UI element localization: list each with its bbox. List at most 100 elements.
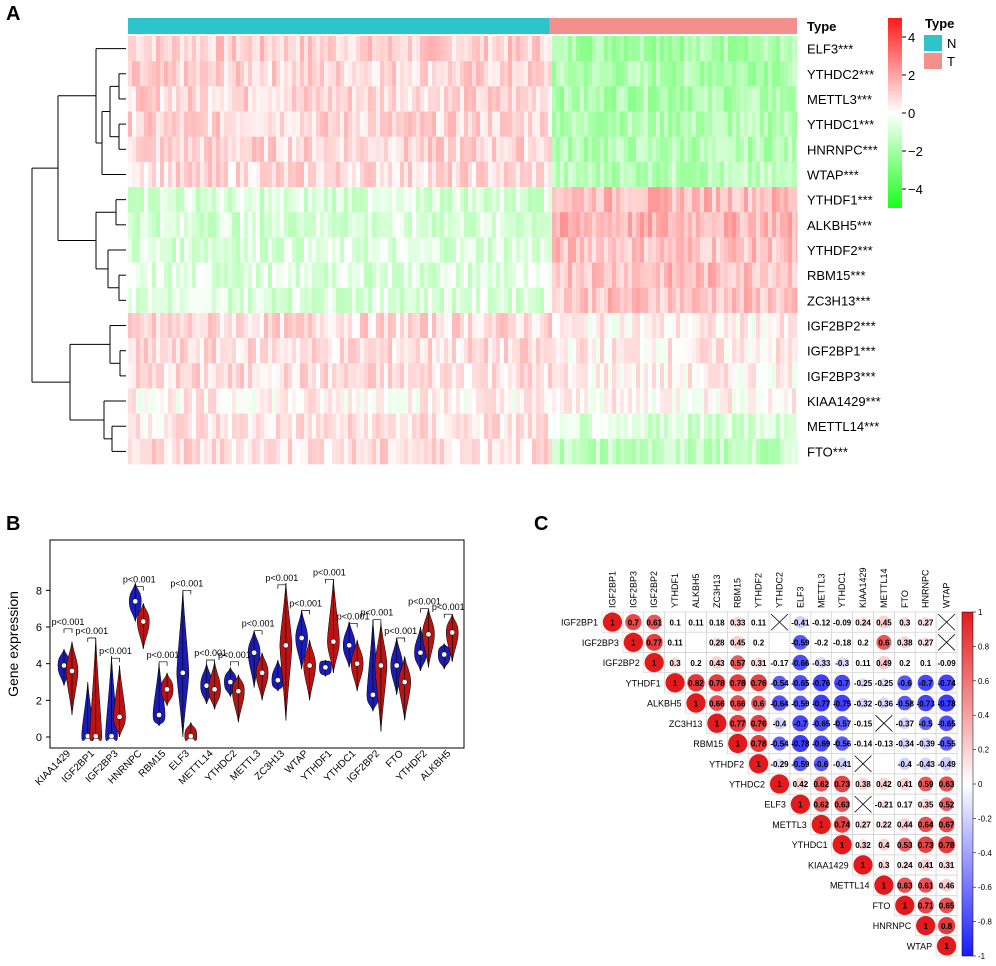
correlation-circle <box>836 657 848 668</box>
heatmap-cell <box>500 136 505 163</box>
heatmap-cell <box>360 61 365 87</box>
correlation-row-label: ZC3H13 <box>669 719 703 729</box>
heatmap-cell <box>344 363 349 389</box>
heatmap-cell <box>376 363 381 389</box>
heatmap-cell <box>788 287 793 314</box>
correlation-circle <box>644 652 664 673</box>
heatmap-cell <box>656 86 661 112</box>
heatmap-cell <box>164 86 169 112</box>
heatmap-cell <box>760 413 765 440</box>
heatmap-cell <box>432 61 437 87</box>
violin-y-axis-title: Gene expression <box>5 591 21 697</box>
heatmap-cell <box>420 287 425 314</box>
heatmap-cell <box>324 312 329 339</box>
heatmap-cell <box>560 212 565 238</box>
heatmap-cell <box>372 61 377 87</box>
heatmap-cell <box>652 36 657 62</box>
heatmap-cell <box>380 338 385 364</box>
heatmap-cell <box>476 237 481 263</box>
heatmap-cell <box>256 212 261 238</box>
heatmap-cell <box>364 363 369 389</box>
heatmap-cell <box>700 136 705 163</box>
heatmap-cell <box>264 111 269 138</box>
heatmap-cell <box>548 262 553 289</box>
heatmap-cell <box>308 111 313 138</box>
heatmap-cell <box>312 237 317 263</box>
heatmap-cell <box>656 338 661 364</box>
heatmap-cell <box>272 161 277 188</box>
correlation-grid <box>601 611 958 957</box>
heatmap-cell <box>644 161 649 188</box>
heatmap-cell <box>748 36 753 62</box>
heatmap-cell <box>180 338 185 364</box>
correlation-circle <box>750 674 768 692</box>
heatmap-cell <box>716 61 721 87</box>
heatmap-cell <box>216 262 221 289</box>
heatmap-cell <box>228 86 233 112</box>
heatmap-cell <box>352 438 357 465</box>
heatmap-cell <box>152 61 157 87</box>
correlation-circle <box>811 814 831 835</box>
heatmap-cell <box>692 438 697 465</box>
heatmap-cell <box>376 388 381 414</box>
heatmap-cell <box>164 136 169 163</box>
heatmap-cell <box>308 187 313 213</box>
heatmap-cell <box>340 287 345 314</box>
heatmap-cell <box>168 212 173 238</box>
heatmap-cell <box>572 388 577 414</box>
correlation-value-label: 0.46 <box>939 881 955 890</box>
heatmap-cell <box>644 312 649 339</box>
heatmap-cell <box>548 136 553 163</box>
heatmap-cell <box>736 61 741 87</box>
correlation-value-label: 1 <box>861 861 866 870</box>
heatmap-cell <box>696 187 701 213</box>
heatmap-cell <box>428 413 433 440</box>
correlation-value-label: -0.15 <box>854 719 873 728</box>
heatmap-cell <box>668 312 673 339</box>
heatmap-cell <box>356 338 361 364</box>
heatmap-cell <box>584 388 589 414</box>
heatmap-cell <box>648 438 653 465</box>
heatmap-cell <box>500 262 505 289</box>
heatmap-cell <box>648 111 653 138</box>
heatmap-cell <box>504 136 509 163</box>
heatmap-cell <box>628 136 633 163</box>
heatmap-cell <box>328 312 333 339</box>
heatmap-cell <box>444 212 449 238</box>
heatmap-cell <box>488 287 493 314</box>
heatmap-cell <box>728 61 733 87</box>
pvalue-label: p<0.001 <box>218 650 251 660</box>
correlation-value-label: 0.3 <box>670 659 682 668</box>
heatmap-cell <box>432 161 437 188</box>
heatmap-cell <box>140 388 145 414</box>
heatmap-cell <box>548 161 553 188</box>
heatmap-cell <box>760 61 765 87</box>
heatmap-cell <box>156 36 161 62</box>
heatmap-cell <box>436 237 441 263</box>
heatmap-cell <box>660 36 665 62</box>
violin-median-point <box>61 662 67 669</box>
heatmap-cell <box>512 161 517 188</box>
heatmap-cell <box>408 363 413 389</box>
heatmap-cell <box>188 287 193 314</box>
heatmap-cell <box>144 36 149 62</box>
heatmap-cell <box>736 86 741 112</box>
correlation-value-label: 0.77 <box>646 639 662 648</box>
heatmap-cell <box>384 111 389 138</box>
heatmap-cell <box>224 338 229 364</box>
heatmap-cell <box>312 161 317 188</box>
heatmap-cell <box>664 136 669 163</box>
heatmap-cell <box>248 36 253 62</box>
heatmap-cell <box>312 287 317 314</box>
heatmap-cell <box>420 363 425 389</box>
heatmap-cell <box>224 363 229 389</box>
heatmap-cell <box>392 363 397 389</box>
heatmap-cell <box>584 413 589 440</box>
heatmap-cell <box>140 111 145 138</box>
heatmap-cell <box>408 161 413 188</box>
correlation-value-label: 1 <box>798 800 803 809</box>
heatmap-cell <box>424 438 429 465</box>
heatmap-cell <box>636 262 641 289</box>
heatmap-cell <box>780 287 785 314</box>
heatmap-cell <box>216 212 221 238</box>
